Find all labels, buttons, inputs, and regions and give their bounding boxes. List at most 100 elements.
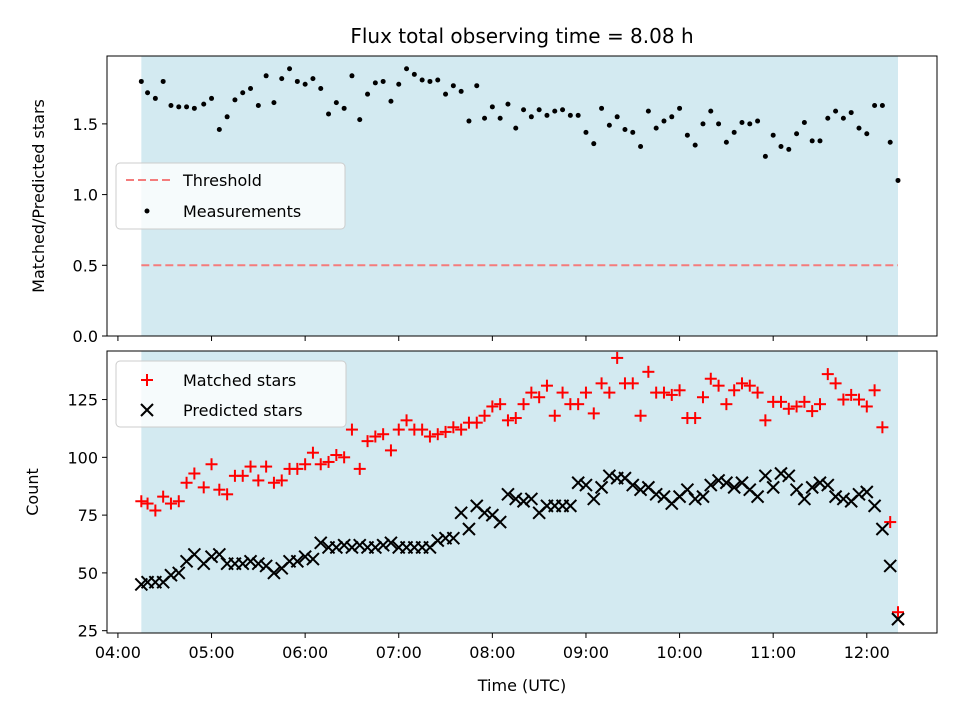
matched-star-point [860,400,873,413]
matched-star-point [322,455,335,468]
measurement-point [731,129,737,135]
matched-star-point [306,446,319,459]
y-tick-label: 1.5 [73,115,98,134]
measurement-point [184,104,190,110]
predicted-star-point [563,499,578,513]
matched-star-point [603,386,616,399]
predicted-star-point [454,506,468,520]
y-axis-label: Matched/Predicted stars [29,99,48,293]
matched-star-point [205,458,218,471]
matched-star-point [164,497,177,510]
matched-star-point [330,449,343,462]
measurement-point [622,127,628,133]
predicted-star-point [345,540,359,555]
ratio-panel: Flux total observing time = 8.08 h 0.00.… [29,24,938,346]
matched-star-point [470,416,483,429]
measurement-point [794,131,800,137]
measurement-point [661,118,667,124]
measurement-point [786,146,792,152]
predicted-star-point [782,469,796,483]
predicted-star-point [376,538,390,552]
predicted-star-point [704,478,718,492]
legend-measurements-label: Measurements [183,202,301,221]
measurement-point [427,78,433,84]
matched-star-point [141,497,154,510]
measurement-point [263,73,269,79]
matched-star-point [400,414,413,427]
y-tick-label: 0.5 [73,256,98,275]
matched-star-point [829,377,842,390]
matched-star-point [260,460,273,473]
measurement-point [692,142,698,148]
measurement-point [801,119,807,125]
legend: Matched stars Predicted stars [115,360,347,428]
matched-star-point [236,469,249,482]
measurement-point [552,108,558,114]
matched-star-point [314,458,327,471]
measurement-point [575,112,581,118]
measurement-point [653,125,659,131]
measurement-point [840,115,846,121]
predicted-star-point [727,480,741,495]
y-tick-label: 125 [67,391,98,410]
matched-star-point [891,606,904,619]
y-tick-label: 0.0 [73,327,98,346]
measurement-point [349,73,355,79]
measurement-point [411,71,417,77]
measurement-point [521,107,527,113]
measurement-point [396,81,402,87]
predicted-star-point [306,552,320,566]
measurement-point [716,121,722,127]
predicted-star-point [821,478,835,492]
predicted-star-point [172,566,186,580]
matched-star-point [673,384,686,397]
x-tick-label: 10:00 [657,643,703,662]
measurement-point [560,107,566,113]
predicted-star-point [766,480,780,495]
measurements-series [138,66,901,183]
measurement-point [669,114,675,120]
matched-star-point [634,409,647,422]
matched-star-point [431,428,444,441]
matched-star-point [353,462,366,475]
measurement-point [856,125,862,131]
measurement-point [825,115,831,121]
predicted-star-point [384,536,398,550]
measurement-point [755,118,761,124]
measurement-point [864,131,870,137]
matched-star-point [369,430,382,443]
measurement-point [255,102,261,108]
predicted-star-point [719,476,734,490]
measurement-point [872,102,878,108]
measurement-point [443,91,449,97]
measurement-point [326,111,332,117]
predicted-star-point [867,499,882,513]
measurement-point [201,101,207,107]
predicted-star-point [164,568,178,582]
measurement-point [739,119,745,125]
measurement-point [271,100,277,106]
y-tick-label: 50 [78,564,98,583]
measurement-point [489,104,495,110]
matched-star-point [837,393,850,406]
measurement-point [809,138,815,144]
matched-star-point [377,428,390,441]
matched-star-point [416,423,429,436]
legend-box [115,360,347,428]
matched-star-point [774,395,787,408]
measurement-point [583,129,589,135]
measurement-point [216,127,222,133]
measurement-point [458,88,464,94]
matched-star-point [642,365,655,378]
measurement-point [224,114,230,120]
measurement-point [638,144,644,150]
y-tick-label: 25 [78,622,98,641]
measurement-point [482,115,488,121]
matched-star-point [696,391,709,404]
matched-star-point [743,379,756,392]
x-tick-label: 07:00 [376,643,422,662]
matched-star-point [845,388,858,401]
measurement-point [770,132,776,138]
matched-star-point [704,372,717,385]
measurement-point [450,83,456,89]
